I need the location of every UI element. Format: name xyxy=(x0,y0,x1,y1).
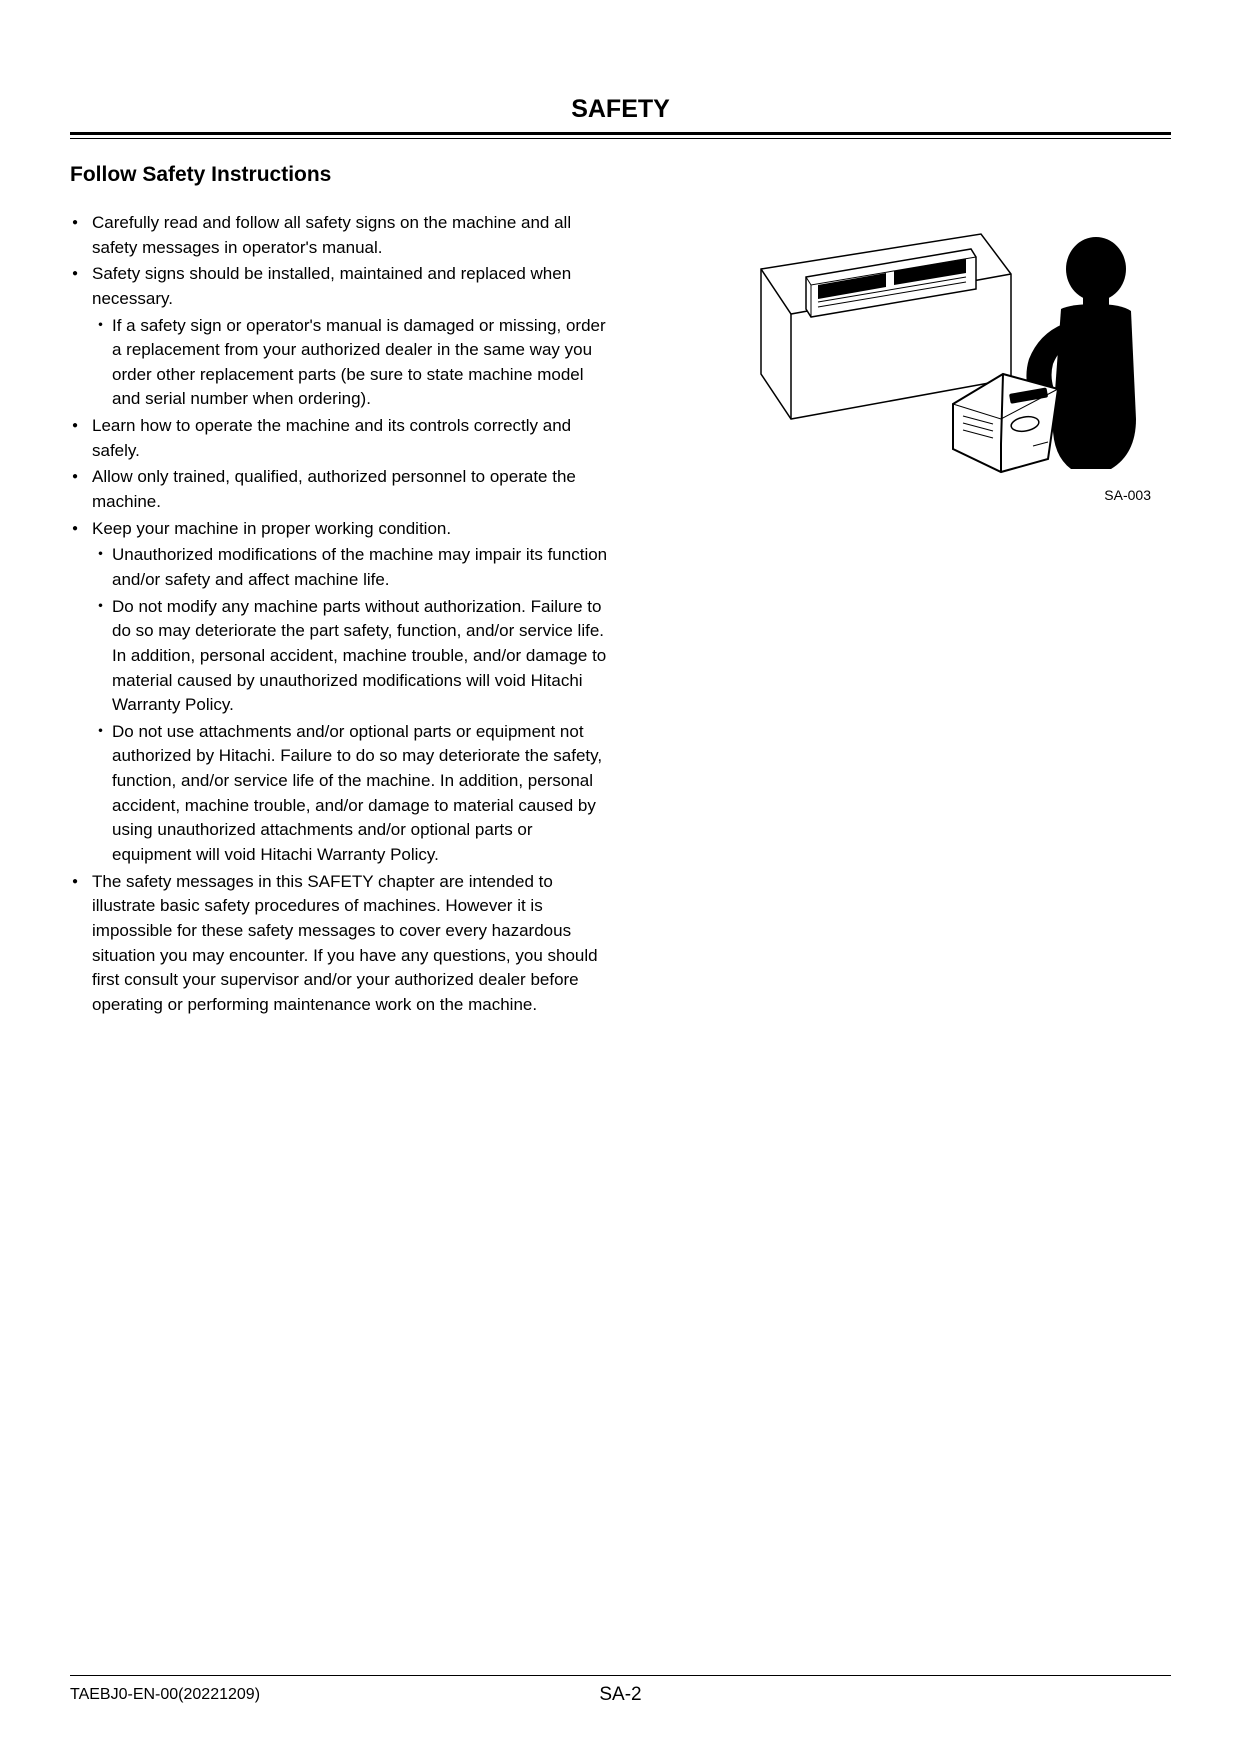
sub-item: Unauthorized modifications of the machin… xyxy=(92,543,610,592)
image-caption: SA-003 xyxy=(1104,487,1171,503)
bullet-text: Allow only trained, qualified, authorize… xyxy=(92,467,576,511)
bullet-item: Keep your machine in proper working cond… xyxy=(70,517,610,868)
bullet-text: The safety messages in this SAFETY chapt… xyxy=(92,872,598,1014)
page-footer: TAEBJ0-EN-00(20221209) SA-2 xyxy=(70,1675,1171,1704)
header-underline xyxy=(70,138,1171,139)
sub-item: Do not use attachments and/or optional p… xyxy=(92,720,610,868)
image-column: SA-003 xyxy=(640,211,1171,1020)
bullet-text: Keep your machine in proper working cond… xyxy=(92,519,451,538)
content-area: Carefully read and follow all safety sig… xyxy=(70,211,1171,1020)
sub-list: If a safety sign or operator's manual is… xyxy=(92,314,610,413)
bullet-list: Carefully read and follow all safety sig… xyxy=(70,211,610,1018)
section-title: Follow Safety Instructions xyxy=(70,163,1171,187)
safety-illustration xyxy=(751,219,1171,479)
text-column: Carefully read and follow all safety sig… xyxy=(70,211,610,1020)
bullet-text: Learn how to operate the machine and its… xyxy=(92,416,571,460)
sub-list: Unauthorized modifications of the machin… xyxy=(92,543,610,867)
footer-page-number: SA-2 xyxy=(599,1684,641,1706)
bullet-item: The safety messages in this SAFETY chapt… xyxy=(70,870,610,1018)
bullet-item: Learn how to operate the machine and its… xyxy=(70,414,610,463)
bullet-text: Safety signs should be installed, mainta… xyxy=(92,264,571,308)
sub-item: If a safety sign or operator's manual is… xyxy=(92,314,610,413)
bullet-item: Allow only trained, qualified, authorize… xyxy=(70,465,610,514)
bullet-text: Carefully read and follow all safety sig… xyxy=(92,213,571,257)
bullet-item: Carefully read and follow all safety sig… xyxy=(70,211,610,260)
sub-item: Do not modify any machine parts without … xyxy=(92,595,610,718)
page-header-title: SAFETY xyxy=(70,95,1171,135)
bullet-item: Safety signs should be installed, mainta… xyxy=(70,262,610,412)
